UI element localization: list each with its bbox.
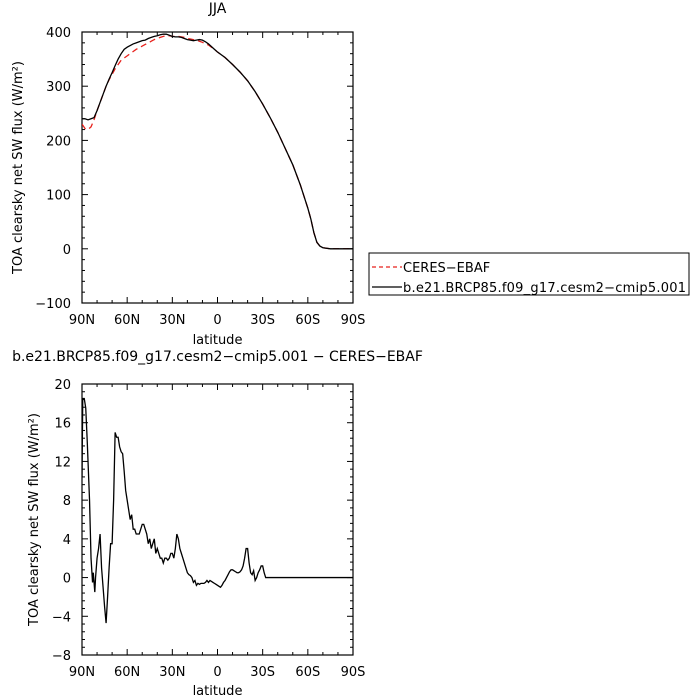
legend: CERES−EBAF b.e21.BRCP85.f09_g17.cesm2−cmi… <box>368 252 690 296</box>
chart-panel-2: b.e21.BRCP85.f09_g17.cesm2−cmip5.001 − C… <box>12 349 423 699</box>
y-tick-label: −100 <box>35 297 71 312</box>
x-tick-label: 90N <box>69 665 95 680</box>
y-tick-label: 12 <box>54 455 71 470</box>
plot-frame <box>81 31 354 304</box>
x-tick-label: 0 <box>213 665 221 680</box>
x-tick-label: 30S <box>250 665 275 680</box>
x-tick-label: 60N <box>114 313 140 328</box>
x-tick-label: 60S <box>295 665 320 680</box>
chart-title: b.e21.BRCP85.f09_g17.cesm2−cmip5.001 − C… <box>12 349 423 365</box>
legend-label: b.e21.BRCP85.f09_g17.cesm2−cmip5.001 <box>403 281 686 296</box>
y-tick-label: 8 <box>63 494 71 509</box>
y-tick-label: 400 <box>46 26 71 41</box>
x-tick-label: 0 <box>213 313 221 328</box>
y-tick-label: −8 <box>52 649 71 664</box>
x-axis-label: latitude <box>193 333 243 348</box>
x-tick-label: 60S <box>295 313 320 328</box>
chart-panel-1: JJA 90N 60N 30N 0 30S 60S 90S −100 0 100 200 300 400 l… <box>11 1 690 348</box>
x-tick-label: 90S <box>341 313 366 328</box>
series-line-1 <box>82 35 353 250</box>
x-tick-label: 90N <box>69 313 95 328</box>
y-tick-label: 200 <box>46 134 71 149</box>
y-axis-label: TOA clearsky net SW flux (W/m²) <box>11 61 26 275</box>
x-tick-label: 60N <box>114 665 140 680</box>
y-tick-label: 16 <box>54 417 71 432</box>
y-tick-label: 300 <box>46 80 71 95</box>
y-tick-label: 4 <box>63 533 71 548</box>
y-tick-label: 0 <box>63 243 71 258</box>
y-axis-label: TOA clearsky net SW flux (W/m²) <box>27 413 42 627</box>
series-line-1 <box>82 397 353 624</box>
y-tick-label: 20 <box>54 378 71 393</box>
plot-frame <box>81 383 354 656</box>
x-axis-label: latitude <box>193 684 243 699</box>
legend-label: CERES−EBAF <box>403 261 490 276</box>
chart-title: JJA <box>208 1 227 17</box>
x-tick-label: 90S <box>341 665 366 680</box>
series-line-2 <box>82 33 353 250</box>
x-tick-label: 30S <box>250 313 275 328</box>
x-tick-label: 30N <box>159 665 185 680</box>
y-tick-label: 0 <box>63 572 71 587</box>
y-tick-label: −4 <box>52 610 71 625</box>
x-tick-label: 30N <box>159 313 185 328</box>
legend-box <box>368 252 690 296</box>
y-tick-label: 100 <box>46 189 71 204</box>
